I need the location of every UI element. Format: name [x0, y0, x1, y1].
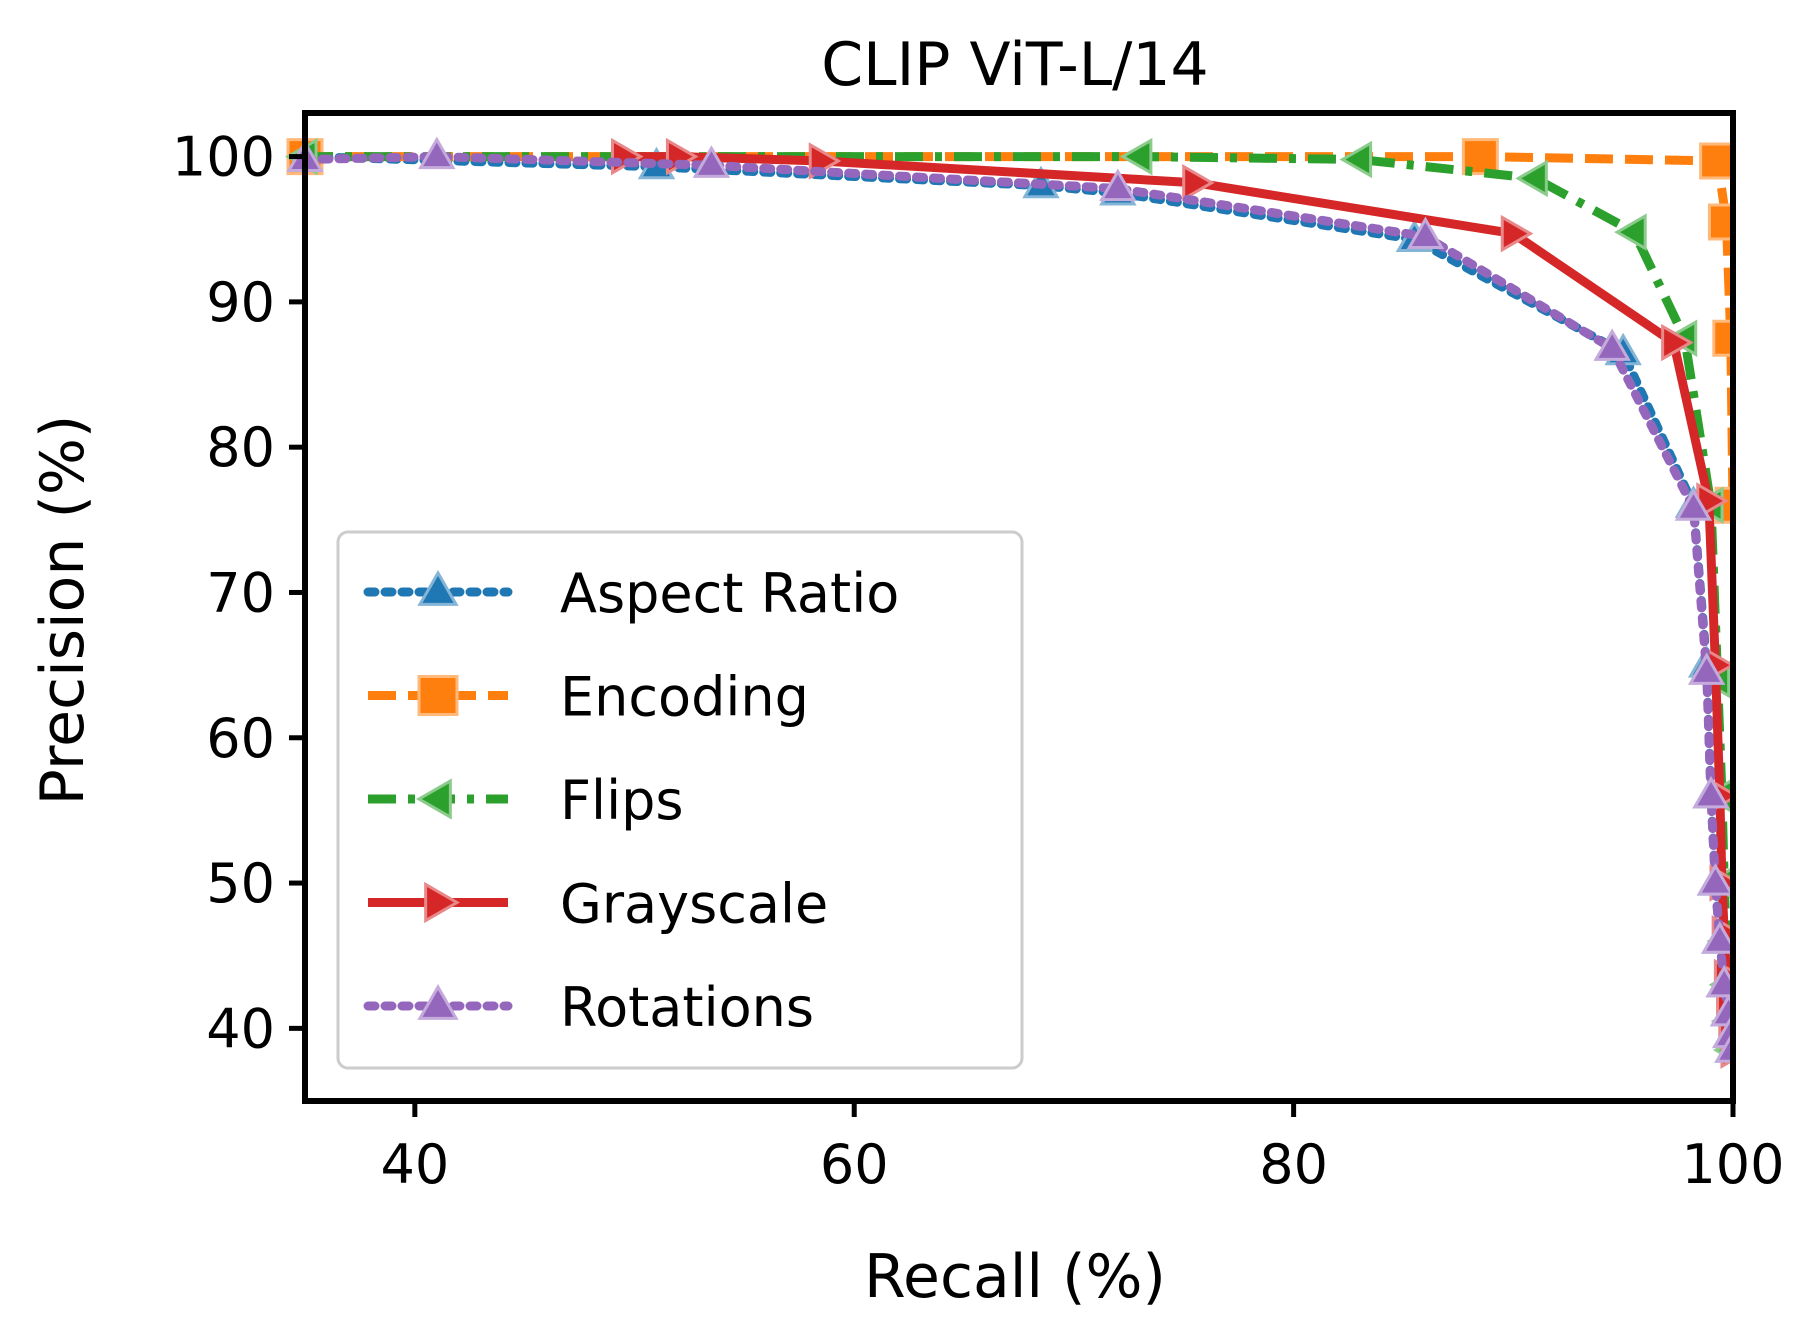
legend-marker-grayscale — [424, 881, 461, 924]
x-tick-label: 100 — [1681, 1133, 1784, 1196]
data-point-rotations — [1701, 921, 1733, 954]
x-axis-label: Recall (%) — [864, 1242, 1166, 1312]
legend-marker-encoding — [417, 675, 459, 716]
data-point-grayscale — [1182, 163, 1215, 202]
data-layer — [284, 136, 1733, 1069]
legend-label-encoding: Encoding — [560, 666, 809, 729]
y-tick-label: 40 — [206, 997, 275, 1060]
x-tick-label: 60 — [820, 1133, 889, 1196]
legend-marker-rotations — [417, 983, 459, 1020]
data-point-rotations — [692, 145, 731, 178]
y-axis-label: Precision (%) — [28, 415, 98, 806]
y-tick-label: 80 — [206, 416, 275, 479]
legend-label-rotations: Rotations — [560, 976, 814, 1039]
y-tick-label: 100 — [172, 126, 275, 189]
legend-marker-aspect-ratio — [417, 569, 459, 606]
legend-box — [336, 530, 1024, 1070]
legend: Aspect Ratio Encoding Flips Grayscale Rotati… — [336, 530, 1024, 1070]
data-point-rotations — [1674, 488, 1713, 521]
data-point-encoding — [1712, 319, 1733, 357]
data-point-flips — [1515, 159, 1548, 198]
plot-area-frame — [302, 110, 1736, 1104]
series-line-encoding — [305, 152, 1733, 506]
y-tick-label: 60 — [206, 707, 275, 770]
data-point-rotations — [1406, 216, 1445, 250]
data-point-rotations — [1714, 1030, 1733, 1063]
data-point-encoding — [1699, 142, 1733, 180]
data-point-rotations — [1687, 652, 1726, 685]
data-point-rotations — [418, 136, 456, 170]
data-point-flips — [1614, 213, 1647, 251]
data-point-rotations — [1696, 863, 1733, 896]
chart-title: CLIP ViT-L/14 — [821, 30, 1208, 100]
y-tick-label: 90 — [206, 271, 275, 334]
tick-layer: 40 60 80 100 40 50 60 70 80 90 100 — [172, 126, 1785, 1196]
legend-label-flips: Flips — [560, 769, 683, 832]
y-tick-label: 50 — [206, 852, 275, 915]
data-point-grayscale — [1500, 214, 1534, 253]
data-point-rotations — [1099, 168, 1137, 202]
data-point-rotations — [1692, 775, 1730, 809]
legend-label-grayscale: Grayscale — [560, 873, 828, 936]
legend-marker-flips — [415, 778, 452, 820]
data-point-flips — [1119, 137, 1153, 176]
data-point-grayscale — [1661, 323, 1694, 362]
series-encoding — [286, 138, 1733, 524]
legend-label-aspect-ratio: Aspect Ratio — [560, 562, 899, 625]
x-tick-label: 40 — [380, 1133, 449, 1196]
data-point-rotations — [1593, 328, 1631, 361]
x-tick-label: 80 — [1259, 1133, 1328, 1196]
y-tick-label: 70 — [206, 561, 275, 624]
data-point-encoding — [1707, 203, 1733, 241]
series-rotations — [286, 136, 1733, 1063]
data-point-flips — [1339, 140, 1373, 179]
